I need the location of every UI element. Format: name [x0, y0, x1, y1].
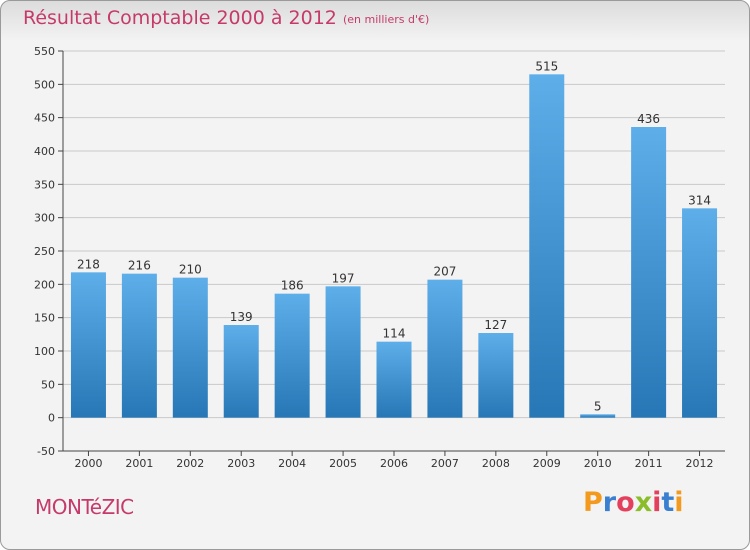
- y-tick-label: 500: [34, 78, 55, 91]
- data-label-2001: 216: [128, 259, 151, 273]
- x-tick-label: 2001: [125, 457, 153, 470]
- y-tick-label: 250: [34, 245, 55, 258]
- y-tick-label: 300: [34, 212, 55, 225]
- bar-2012: [682, 208, 718, 418]
- data-label-2012: 314: [688, 193, 711, 207]
- logo-letter: t: [661, 487, 675, 518]
- bar-2007: [427, 279, 463, 418]
- data-label-2005: 197: [332, 271, 355, 285]
- bar-2001: [121, 273, 157, 418]
- logo-letter: P: [583, 487, 603, 518]
- bar-2002: [172, 277, 208, 418]
- y-tick-label: 150: [34, 312, 55, 325]
- bar-2011: [631, 127, 667, 418]
- commune-name: MONTéZIC: [35, 495, 134, 519]
- x-tick-label: 2003: [227, 457, 255, 470]
- x-tick-label: 2005: [329, 457, 357, 470]
- x-tick-label: 2009: [533, 457, 561, 470]
- data-label-2004: 186: [281, 279, 304, 293]
- y-tick-label: 550: [34, 45, 55, 58]
- x-tick-label: 2006: [380, 457, 408, 470]
- y-tick-label: 100: [34, 345, 55, 358]
- data-label-2002: 210: [179, 263, 202, 277]
- data-label-2010: 5: [594, 399, 602, 413]
- y-tick-label: 0: [48, 412, 55, 425]
- y-tick-label: 450: [34, 112, 55, 125]
- data-label-2000: 218: [77, 257, 100, 271]
- data-label-2009: 515: [535, 59, 558, 73]
- data-label-2006: 114: [383, 327, 406, 341]
- x-tick-label: 2011: [635, 457, 663, 470]
- y-tick-label: 350: [34, 178, 55, 191]
- y-tick-label: 400: [34, 145, 55, 158]
- y-tick-label: 200: [34, 278, 55, 291]
- bar-2005: [325, 286, 361, 418]
- bar-2010: [580, 414, 616, 418]
- y-tick-label: 50: [41, 378, 55, 391]
- logo-letter: x: [634, 487, 653, 518]
- bar-2006: [376, 341, 412, 418]
- logo-letter: i: [674, 487, 684, 518]
- x-tick-label: 2012: [686, 457, 714, 470]
- data-label-2011: 436: [637, 112, 660, 126]
- y-tick-label: -50: [37, 445, 55, 458]
- logo-letter: i: [652, 487, 662, 518]
- x-tick-label: 2004: [278, 457, 306, 470]
- x-tick-label: 2008: [482, 457, 510, 470]
- x-tick-label: 2007: [431, 457, 459, 470]
- logo-letter: o: [616, 487, 635, 518]
- chart-subtitle: (en milliers d'€): [343, 13, 430, 26]
- bars: 218 216 210 139 186 197 114 207 127 515 5 436 314: [70, 59, 718, 418]
- data-label-2008: 127: [484, 318, 507, 332]
- x-tick-label: 2000: [74, 457, 102, 470]
- data-label-2003: 139: [230, 310, 253, 324]
- data-label-2007: 207: [433, 265, 456, 279]
- axes: -50 0 50 100 150 200 250 300 350 400 450 500 550 2000…: [34, 45, 725, 470]
- chart-title: Résultat Comptable 2000 à 2012: [23, 7, 337, 29]
- x-tick-label: 2002: [176, 457, 204, 470]
- proxiti-logo: Proxiti: [583, 487, 684, 518]
- logo-letter: r: [602, 487, 617, 518]
- x-tick-label: 2010: [584, 457, 612, 470]
- bar-2009: [529, 74, 565, 418]
- bar-2000: [70, 272, 106, 418]
- bar-2008: [478, 333, 514, 418]
- bar-2003: [223, 325, 259, 418]
- bar-2004: [274, 293, 310, 418]
